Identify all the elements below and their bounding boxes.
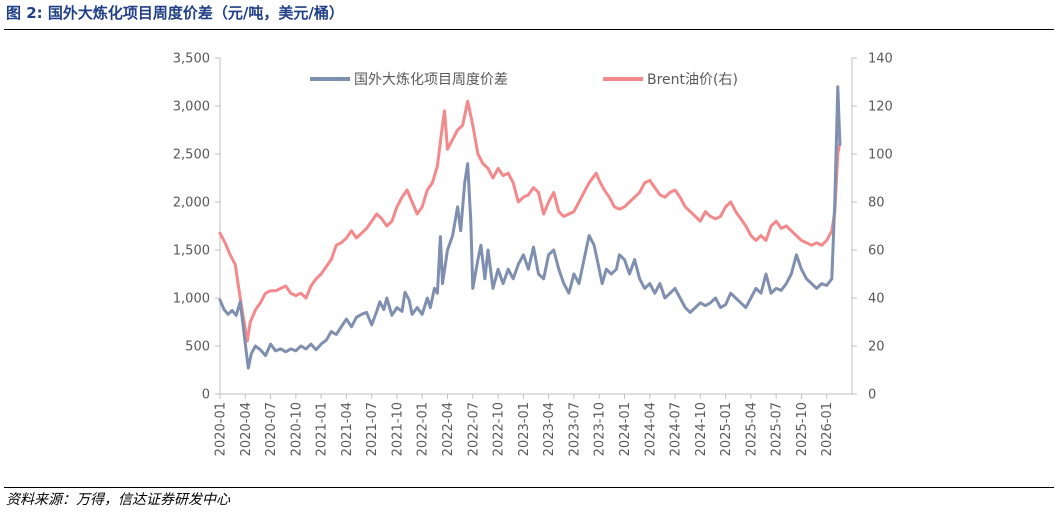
y-right-tick-label: 40 (868, 292, 885, 307)
legend-label-spread: 国外大炼化项目周度价差 (354, 72, 508, 88)
title-divider (4, 29, 1054, 30)
x-tick-label: 2022-07 (466, 402, 481, 456)
x-tick-label: 2021-04 (340, 402, 355, 456)
x-tick-label: 2020-10 (289, 402, 304, 456)
x-tick-label: 2020-01 (214, 402, 229, 456)
x-tick-label: 2024-07 (669, 402, 684, 456)
y-right-tick-label: 80 (868, 196, 885, 211)
x-tick-label: 2023-04 (542, 402, 557, 456)
x-tick-label: 2025-07 (770, 402, 785, 456)
y-left-tick-label: 2,000 (173, 196, 210, 211)
x-tick-label: 2025-04 (744, 402, 759, 456)
x-tick-label: 2025-10 (795, 402, 810, 456)
x-tick-label: 2023-10 (593, 402, 608, 456)
legend-label-brent: Brent油价(右) (647, 72, 738, 88)
x-tick-label: 2020-07 (264, 402, 279, 456)
y-right-tick-label: 0 (868, 388, 876, 403)
x-tick-label: 2022-04 (441, 402, 456, 456)
x-tick-label: 2021-10 (390, 402, 405, 456)
y-left-tick-label: 3,500 (173, 52, 210, 67)
series-line-spread (218, 85, 842, 370)
series-line-brent (218, 99, 842, 343)
y-right-tick-label: 120 (868, 100, 893, 115)
chart-legend: 国外大炼化项目周度价差 Brent油价(右) (310, 72, 738, 88)
y-left-tick-label: 0 (202, 388, 210, 403)
y-left-tick-label: 3,000 (173, 100, 210, 115)
x-tick-label: 2024-10 (694, 402, 709, 456)
x-tick-label: 2025-01 (719, 402, 734, 456)
x-tick-label: 2021-07 (365, 402, 380, 456)
x-tick-label: 2026-01 (820, 402, 835, 456)
x-tick-label: 2023-01 (517, 402, 532, 456)
x-tick-label: 2024-01 (618, 402, 633, 456)
y-left-tick-label: 1,500 (173, 244, 210, 259)
x-tick-label: 2023-07 (567, 402, 582, 456)
y-left-tick-label: 2,500 (173, 148, 210, 163)
y-left-tick-label: 1,000 (173, 292, 210, 307)
y-right-tick-label: 20 (868, 340, 885, 355)
y-right-tick-label: 140 (868, 52, 893, 67)
y-right-tick-label: 60 (868, 244, 885, 259)
x-tick-label: 2020-04 (239, 402, 254, 456)
x-tick-label: 2021-01 (315, 402, 330, 456)
chart-axes: 0 500 1,000 1,500 2,000 2,500 3,000 3,500 0 20 40 6… (173, 52, 893, 457)
x-tick-label: 2022-10 (492, 402, 507, 456)
y-right-tick-label: 100 (868, 148, 893, 163)
x-tick-label: 2024-04 (643, 402, 658, 456)
chart-series (218, 85, 842, 370)
y-left-tick-label: 500 (185, 340, 210, 355)
x-tick-label: 2022-01 (416, 402, 431, 456)
source-note: 资料来源：万得，信达证券研发中心 (6, 492, 230, 508)
figure-title: 图 2: 国外大炼化项目周度价差（元/吨，美元/桶） (6, 4, 344, 22)
source-divider (4, 487, 1054, 488)
